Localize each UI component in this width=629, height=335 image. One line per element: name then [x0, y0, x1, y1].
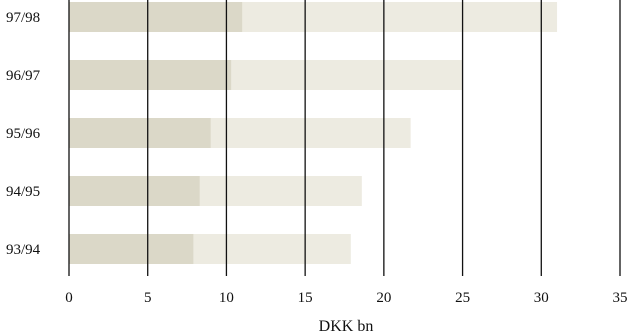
category-label: 97/98 [6, 10, 40, 26]
x-tick-label: 35 [613, 290, 628, 306]
category-labels: 97/98 96/97 95/96 94/95 93/94 [6, 10, 41, 258]
bar-portion-97-98 [69, 2, 243, 32]
gridlines [68, 0, 621, 276]
x-tick-label: 0 [65, 290, 73, 306]
x-axis-title: DKK bn [319, 318, 374, 335]
x-tick-label: 25 [455, 290, 470, 306]
bars-layer [69, 2, 558, 264]
x-tick-label: 15 [298, 290, 313, 306]
category-label: 94/95 [6, 184, 40, 200]
bar-portion-93-94 [69, 234, 194, 264]
bar-portion-95-96 [69, 118, 211, 148]
x-tick-label: 5 [144, 290, 152, 306]
x-tick-label: 20 [376, 290, 391, 306]
x-tick-labels: 0 5 10 15 20 25 30 35 [65, 290, 627, 306]
category-label: 95/96 [6, 126, 41, 142]
category-label: 93/94 [6, 242, 41, 258]
x-tick-label: 30 [534, 290, 549, 306]
bar-portion-94-95 [69, 176, 200, 206]
x-tick-label: 10 [219, 290, 234, 306]
bar-portion-96-97 [69, 60, 232, 90]
category-label: 96/97 [6, 68, 41, 84]
